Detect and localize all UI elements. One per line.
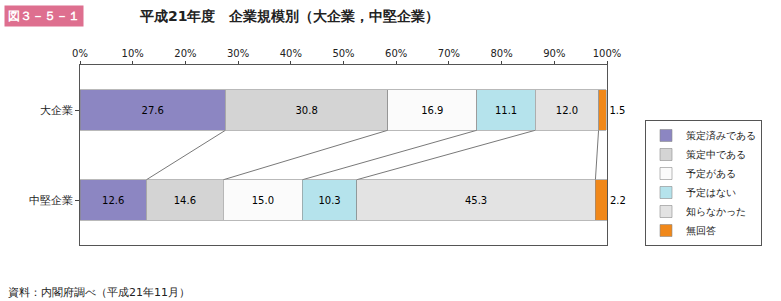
svg-text:策定中である: 策定中である xyxy=(686,149,746,160)
svg-text:70%: 70% xyxy=(438,48,460,59)
svg-text:知らなかった: 知らなかった xyxy=(686,206,746,217)
svg-text:45.3: 45.3 xyxy=(465,195,487,206)
svg-text:1.5: 1.5 xyxy=(609,105,625,116)
svg-text:2.2: 2.2 xyxy=(610,195,626,206)
svg-text:12.6: 12.6 xyxy=(102,195,124,206)
svg-text:11.1: 11.1 xyxy=(495,105,517,116)
svg-text:策定済みである: 策定済みである xyxy=(686,130,756,141)
svg-text:30.8: 30.8 xyxy=(295,105,317,116)
svg-text:40%: 40% xyxy=(280,48,302,59)
svg-text:12.0: 12.0 xyxy=(556,105,578,116)
svg-text:90%: 90% xyxy=(543,48,565,59)
svg-text:10.3: 10.3 xyxy=(318,195,340,206)
svg-text:大企業: 大企業 xyxy=(40,104,73,117)
svg-text:予定はない: 予定はない xyxy=(686,187,736,198)
svg-text:平成21年度 企業規模別（大企業，中堅企業）: 平成21年度 企業規模別（大企業，中堅企業） xyxy=(139,8,439,24)
svg-text:15.0: 15.0 xyxy=(252,195,274,206)
svg-text:80%: 80% xyxy=(490,48,512,59)
svg-text:14.6: 14.6 xyxy=(174,195,196,206)
svg-text:60%: 60% xyxy=(385,48,407,59)
svg-text:中堅企業: 中堅企業 xyxy=(29,194,73,207)
svg-text:10%: 10% xyxy=(122,48,144,59)
svg-text:予定がある: 予定がある xyxy=(686,168,736,179)
svg-text:無回答: 無回答 xyxy=(686,225,716,236)
svg-text:16.9: 16.9 xyxy=(421,105,443,116)
svg-text:30%: 30% xyxy=(227,48,249,59)
svg-text:0%: 0% xyxy=(72,48,88,59)
svg-text:図３－５－１: 図３－５－１ xyxy=(8,9,80,23)
svg-text:20%: 20% xyxy=(174,48,196,59)
svg-text:100%: 100% xyxy=(593,48,622,59)
svg-text:資料：内閣府調べ（平成21年11月）: 資料：内閣府調べ（平成21年11月） xyxy=(8,286,190,299)
svg-text:27.6: 27.6 xyxy=(142,105,164,116)
svg-text:50%: 50% xyxy=(332,48,354,59)
